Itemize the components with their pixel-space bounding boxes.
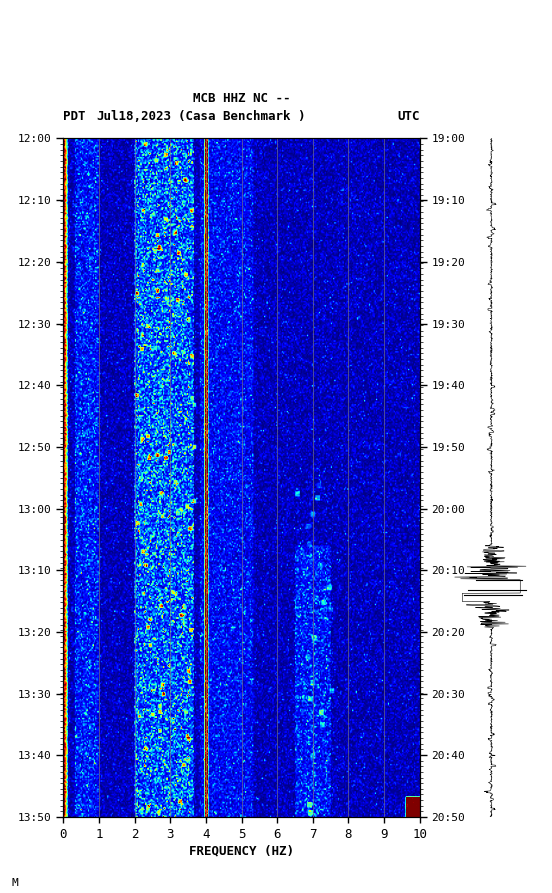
Text: USGS: USGS bbox=[18, 20, 54, 34]
Text: (Casa Benchmark ): (Casa Benchmark ) bbox=[178, 110, 305, 123]
Text: MCB HHZ NC --: MCB HHZ NC -- bbox=[193, 92, 290, 105]
Text: M: M bbox=[11, 878, 18, 888]
Text: Jul18,2023: Jul18,2023 bbox=[97, 110, 172, 123]
X-axis label: FREQUENCY (HZ): FREQUENCY (HZ) bbox=[189, 845, 294, 857]
Text: UTC: UTC bbox=[397, 110, 420, 123]
Text: PDT: PDT bbox=[63, 110, 86, 123]
